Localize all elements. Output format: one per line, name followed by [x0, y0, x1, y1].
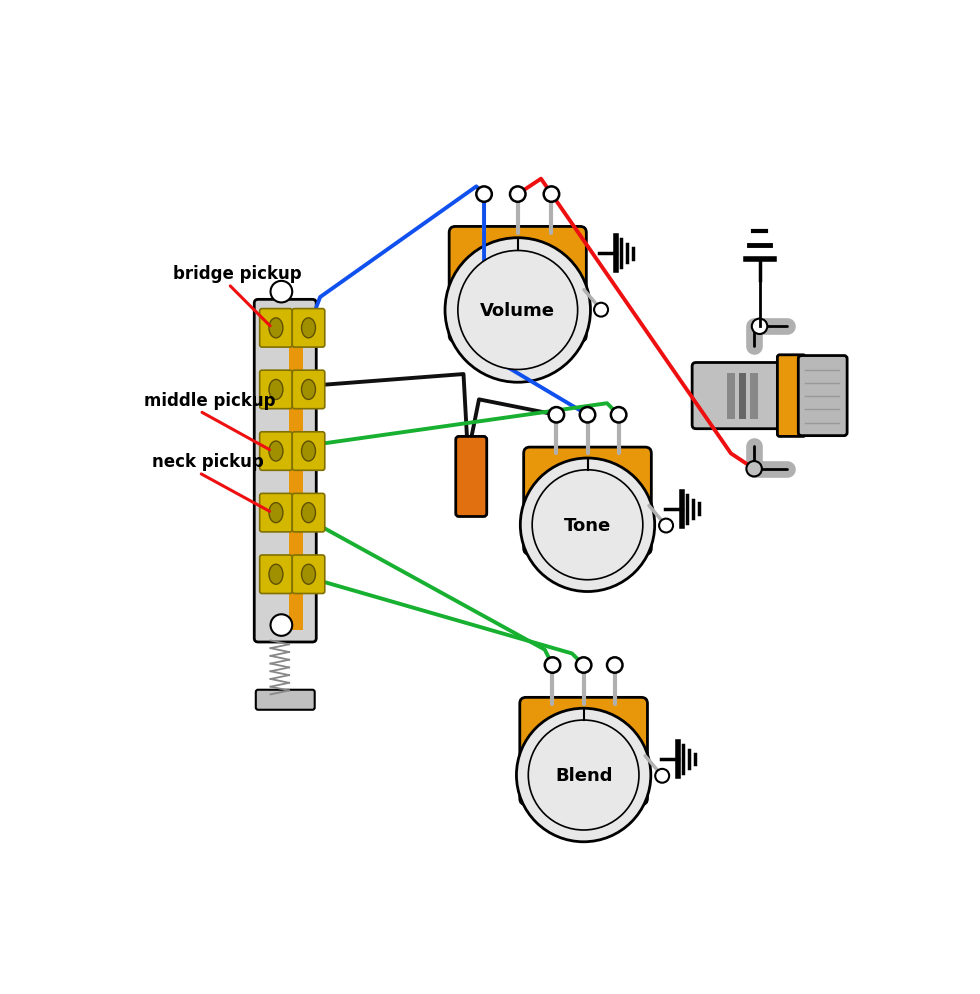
Circle shape: [458, 251, 577, 370]
Ellipse shape: [269, 380, 283, 400]
FancyBboxPatch shape: [523, 447, 652, 555]
FancyBboxPatch shape: [254, 300, 317, 642]
FancyBboxPatch shape: [260, 494, 292, 533]
Ellipse shape: [302, 503, 316, 523]
Circle shape: [656, 769, 669, 783]
Text: bridge pickup: bridge pickup: [172, 264, 302, 282]
Text: Blend: Blend: [555, 766, 612, 784]
Circle shape: [516, 709, 651, 842]
Ellipse shape: [269, 318, 283, 339]
FancyBboxPatch shape: [260, 432, 292, 471]
FancyBboxPatch shape: [260, 371, 292, 410]
FancyBboxPatch shape: [292, 371, 324, 410]
Text: Tone: Tone: [564, 516, 612, 534]
Ellipse shape: [302, 380, 316, 400]
FancyBboxPatch shape: [777, 356, 806, 437]
Circle shape: [660, 519, 673, 533]
Circle shape: [549, 408, 564, 423]
FancyBboxPatch shape: [456, 437, 487, 517]
Circle shape: [270, 614, 292, 636]
Circle shape: [580, 408, 595, 423]
Ellipse shape: [269, 441, 283, 461]
Bar: [289, 311, 303, 631]
Circle shape: [476, 187, 492, 203]
FancyBboxPatch shape: [449, 228, 586, 342]
FancyBboxPatch shape: [799, 356, 847, 436]
Ellipse shape: [269, 503, 283, 523]
FancyBboxPatch shape: [519, 698, 648, 805]
Circle shape: [445, 239, 591, 383]
Circle shape: [545, 658, 561, 673]
Text: neck pickup: neck pickup: [152, 453, 264, 471]
Circle shape: [752, 319, 767, 335]
Bar: [739, 373, 747, 419]
Circle shape: [532, 470, 643, 580]
Circle shape: [270, 281, 292, 303]
Circle shape: [611, 408, 626, 423]
Text: middle pickup: middle pickup: [144, 392, 275, 410]
Ellipse shape: [269, 565, 283, 584]
FancyBboxPatch shape: [292, 309, 324, 348]
FancyBboxPatch shape: [692, 363, 785, 429]
FancyBboxPatch shape: [292, 556, 324, 593]
Circle shape: [510, 187, 525, 203]
FancyBboxPatch shape: [256, 690, 315, 710]
Circle shape: [528, 721, 639, 830]
Ellipse shape: [302, 565, 316, 584]
FancyBboxPatch shape: [292, 494, 324, 533]
Text: Volume: Volume: [480, 301, 556, 320]
Circle shape: [576, 658, 591, 673]
Ellipse shape: [302, 441, 316, 461]
Circle shape: [520, 458, 655, 592]
Bar: [727, 373, 735, 419]
FancyBboxPatch shape: [292, 432, 324, 471]
Circle shape: [747, 461, 761, 477]
Bar: [751, 373, 758, 419]
Circle shape: [594, 303, 608, 317]
Circle shape: [607, 658, 622, 673]
FancyBboxPatch shape: [260, 556, 292, 593]
FancyBboxPatch shape: [260, 309, 292, 348]
Circle shape: [544, 187, 560, 203]
Ellipse shape: [302, 318, 316, 339]
